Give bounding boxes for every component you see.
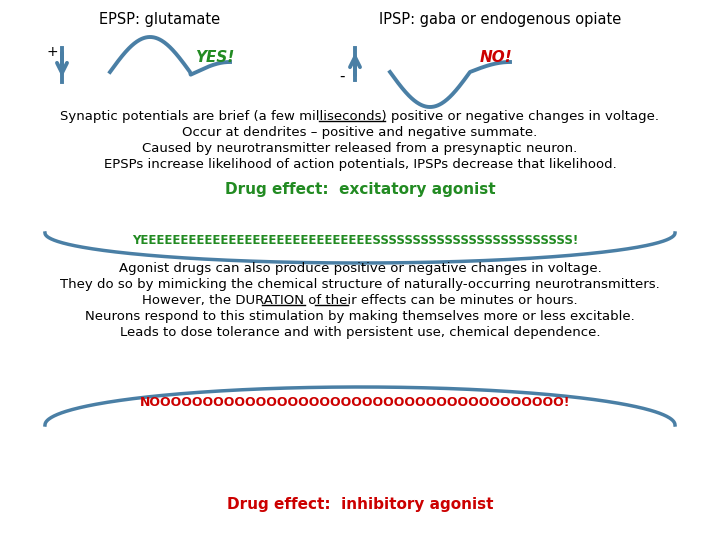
Text: EPSP: glutamate: EPSP: glutamate — [99, 12, 220, 27]
Text: YEEEEEEEEEEEEEEEEEEEEEEEEEEEEESSSSSSSSSSSSSSSSSSSSSSSSS!: YEEEEEEEEEEEEEEEEEEEEEEEEEEEEESSSSSSSSSS… — [132, 233, 578, 246]
Text: Neurons respond to this stimulation by making themselves more or less excitable.: Neurons respond to this stimulation by m… — [85, 310, 635, 323]
Text: YES!: YES! — [195, 50, 235, 64]
Text: However, the DURATION of their effects can be minutes or hours.: However, the DURATION of their effects c… — [142, 294, 578, 307]
Text: Leads to dose tolerance and with persistent use, chemical dependence.: Leads to dose tolerance and with persist… — [120, 326, 600, 339]
Text: Drug effect:  inhibitory agonist: Drug effect: inhibitory agonist — [227, 497, 493, 512]
Text: NO!: NO! — [480, 50, 513, 64]
Text: EPSPs increase likelihood of action potentials, IPSPs decrease that likelihood.: EPSPs increase likelihood of action pote… — [104, 158, 616, 171]
Text: Agonist drugs can also produce positive or negative changes in voltage.: Agonist drugs can also produce positive … — [119, 262, 601, 275]
Text: Synaptic potentials are brief (a few milliseconds) positive or negative changes : Synaptic potentials are brief (a few mil… — [60, 110, 660, 123]
Text: Drug effect:  excitatory agonist: Drug effect: excitatory agonist — [225, 182, 495, 197]
Text: They do so by mimicking the chemical structure of naturally-occurring neurotrans: They do so by mimicking the chemical str… — [60, 278, 660, 291]
Text: +: + — [46, 45, 58, 59]
Text: Occur at dendrites – positive and negative summate.: Occur at dendrites – positive and negati… — [182, 126, 538, 139]
Text: IPSP: gaba or endogenous opiate: IPSP: gaba or endogenous opiate — [379, 12, 621, 27]
Text: -: - — [339, 69, 345, 84]
Text: NOOOOOOOOOOOOOOOOOOOOOOOOOOOOOOOOOOOOOOO!: NOOOOOOOOOOOOOOOOOOOOOOOOOOOOOOOOOOOOOOO… — [140, 396, 570, 409]
Text: Caused by neurotransmitter released from a presynaptic neuron.: Caused by neurotransmitter released from… — [143, 142, 577, 155]
